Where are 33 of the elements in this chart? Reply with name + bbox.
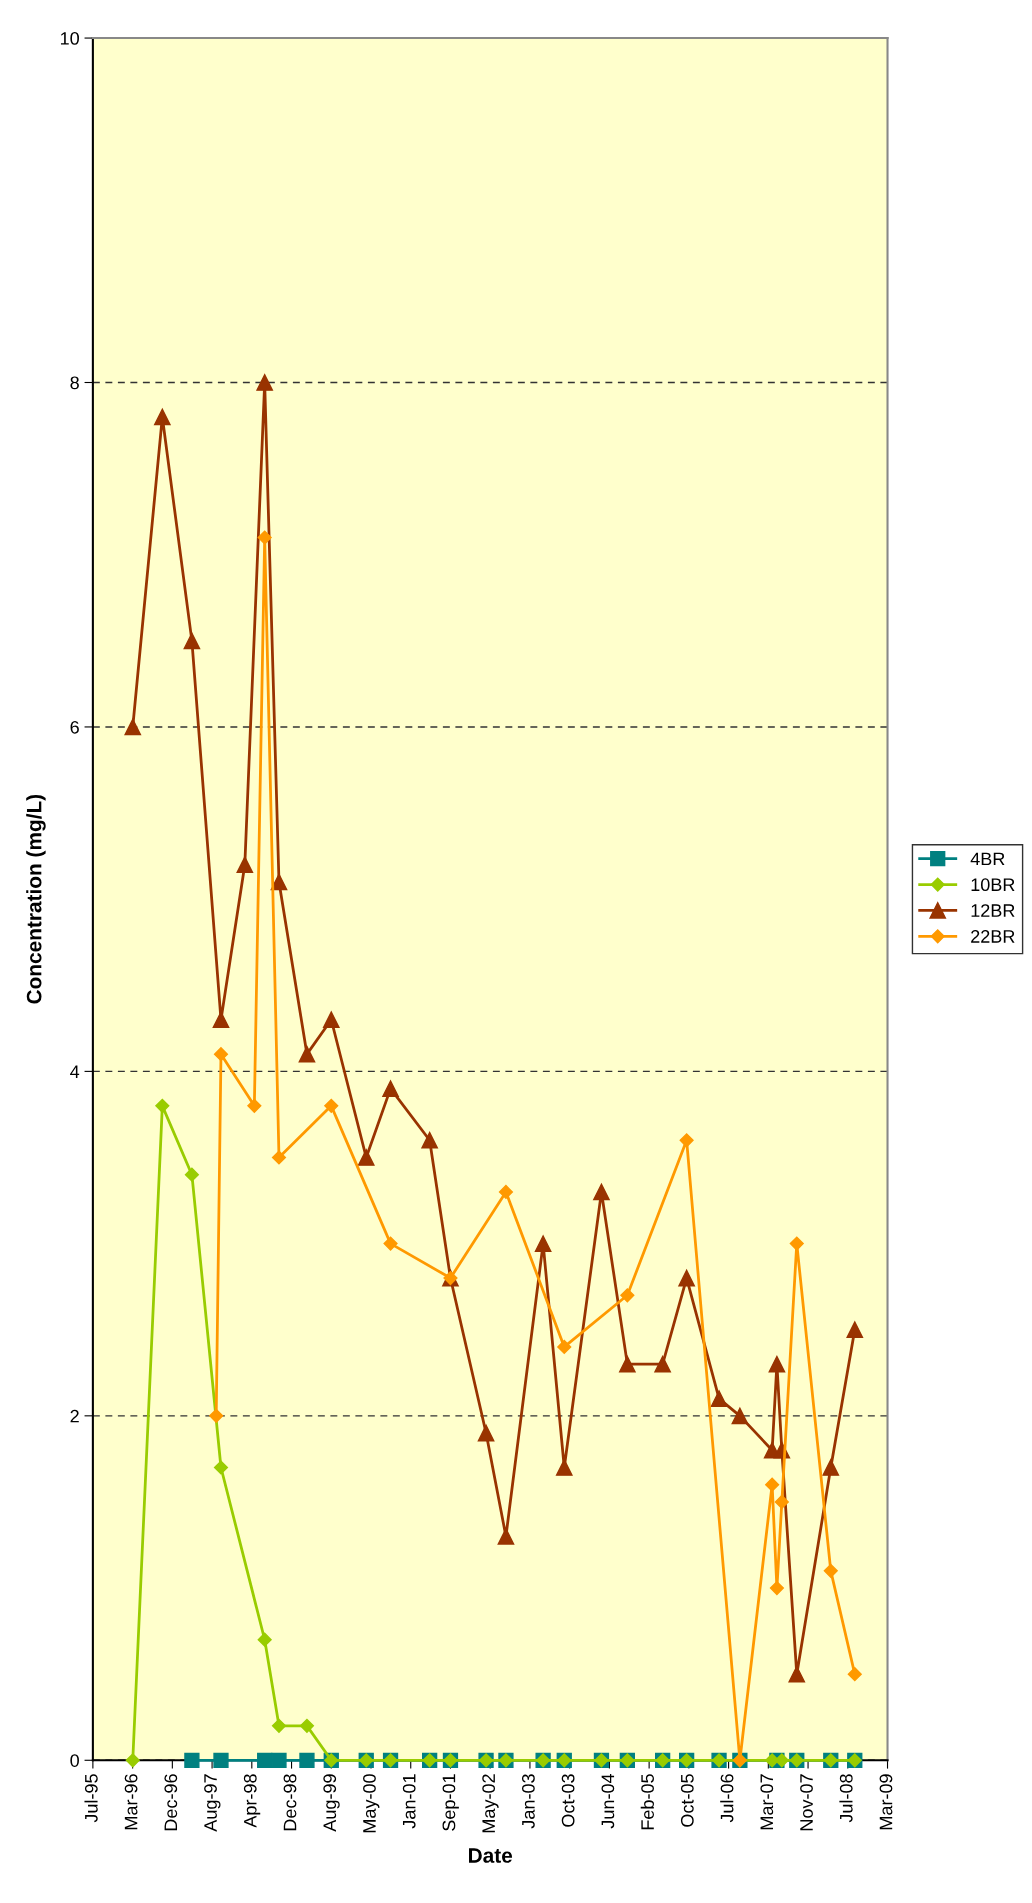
x-tick-label: May-00 xyxy=(363,1774,380,1833)
y-tick-label: 10 xyxy=(60,31,79,45)
y-tick-label: 8 xyxy=(70,376,79,390)
legend-label: 12BR xyxy=(971,904,1015,917)
y-tick-label: 6 xyxy=(70,720,79,734)
x-axis-title: Date xyxy=(469,1848,513,1863)
x-tick-label: Mar-09 xyxy=(879,1774,893,1830)
x-tick-label: Nov-07 xyxy=(800,1774,813,1831)
y-tick-label: 0 xyxy=(70,1754,79,1767)
x-tick-label: Jul-06 xyxy=(720,1774,734,1823)
x-tick-label: Sep-01 xyxy=(442,1774,459,1831)
y-axis-title: Concentration (mg/L) xyxy=(26,794,46,1004)
y-tick-label: 2 xyxy=(70,1409,79,1423)
y-tick-label: 4 xyxy=(70,1065,80,1078)
x-tick-label: Oct-03 xyxy=(561,1774,575,1827)
x-tick-label: Mar-07 xyxy=(760,1774,774,1830)
x-tick-label: Aug-99 xyxy=(323,1774,340,1832)
x-tick-label: Dec-96 xyxy=(164,1774,178,1831)
x-tick-label: Jan-03 xyxy=(521,1774,535,1829)
x-tick-label: Apr-98 xyxy=(243,1774,261,1828)
x-tick-label: Feb-05 xyxy=(640,1774,654,1830)
legend-label: 10BR xyxy=(971,878,1015,892)
x-tick-label: May-02 xyxy=(482,1774,499,1833)
x-tick-label: Dec-98 xyxy=(283,1774,297,1831)
legend-label: 22BR xyxy=(971,930,1015,943)
x-tick-label: Aug-97 xyxy=(204,1774,221,1832)
x-tick-label: Oct-05 xyxy=(680,1774,694,1827)
x-tick-label: Jun-04 xyxy=(601,1773,615,1829)
x-tick-label: Jul-95 xyxy=(84,1774,98,1823)
x-tick-label: Jul-08 xyxy=(839,1774,853,1823)
legend-label: 4BR xyxy=(970,852,1005,866)
x-tick-label: Mar-96 xyxy=(124,1774,138,1830)
x-tick-label: Jan-01 xyxy=(402,1774,416,1829)
